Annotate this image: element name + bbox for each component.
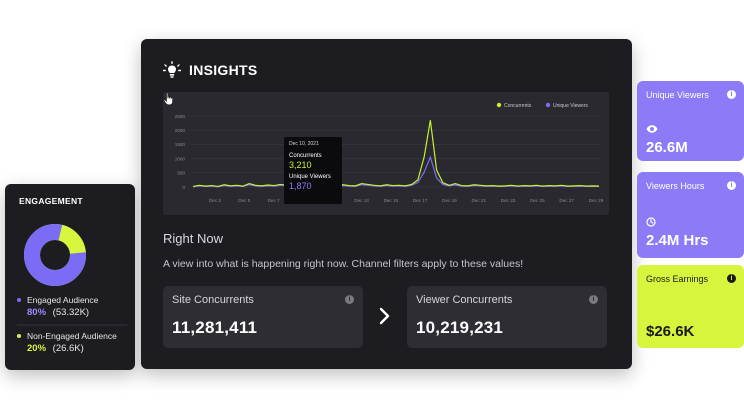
insights-title: INSIGHTS — [189, 62, 258, 78]
chart-tooltip: Dec 10, 2021 Concurrents 3,210 Unique Vi… — [284, 137, 342, 204]
x-tick-label: Dec 19 — [442, 198, 457, 203]
line-chart-svg: 2500 2000 1500 1000 500 0 Dec 3 Dec 5 Dec 7 Dec … — [175, 102, 604, 203]
x-tick-label: Dec 23 — [501, 198, 516, 203]
site-concurrents-value: 11,281,411 — [172, 318, 258, 337]
tooltip-unique-label: Unique Viewers — [289, 174, 331, 180]
non-engaged-label: Non-Engaged Audience — [27, 331, 117, 341]
info-icon[interactable]: i — [727, 90, 736, 99]
engagement-title: ENGAGEMENT — [19, 196, 83, 206]
right-now-title: Right Now — [163, 231, 223, 246]
y-tick-label: 500 — [177, 171, 185, 176]
unique-viewers-card: Unique Viewers i 26.6M — [637, 81, 744, 161]
engaged-count: (53.32K) — [52, 307, 90, 318]
y-tick-label: 2500 — [175, 114, 186, 119]
x-tick-label: Dec 5 — [238, 198, 250, 203]
unique-viewers-value: 26.6M — [646, 139, 688, 156]
viewers-hours-label: Viewers Hours — [646, 181, 705, 191]
right-now-description: A view into what is happening right now.… — [163, 258, 524, 270]
legend-unique-viewers-label: Unique Viewers — [553, 103, 588, 109]
unique-viewers-line — [192, 155, 600, 188]
legend-concurrents-dot — [496, 102, 502, 108]
info-icon[interactable]: i — [727, 181, 736, 190]
x-tick-label: Dec 7 — [268, 198, 280, 203]
y-tick-label: 1000 — [175, 156, 186, 161]
unique-viewers-label: Unique Viewers — [646, 90, 709, 100]
y-tick-label: 0 — [182, 185, 185, 190]
x-tick-label: Dec 3 — [209, 198, 221, 203]
eye-icon — [646, 125, 658, 133]
x-tick-label: Dec 21 — [471, 198, 486, 203]
tooltip-date: Dec 10, 2021 — [289, 141, 319, 147]
info-icon[interactable]: i — [727, 274, 736, 283]
engagement-card: ENGAGEMENT Engaged Audience 80% (53.32K)… — [5, 184, 135, 370]
lightbulb-icon — [163, 61, 181, 78]
viewers-hours-card: Viewers Hours i 2.4M Hrs — [637, 172, 744, 258]
tooltip-concurrents-value: 3,210 — [289, 160, 312, 170]
x-tick-label: Dec 27 — [559, 198, 574, 203]
legend-unique-viewers-dot — [545, 102, 551, 108]
clock-icon — [646, 217, 656, 227]
legend-divider — [17, 324, 127, 326]
donut-engaged-segment — [24, 224, 86, 286]
viewer-concurrents-label: Viewer Concurrents — [416, 294, 513, 306]
x-tick-label: Dec 17 — [413, 198, 428, 203]
legend-non-engaged: Non-Engaged Audience 20% (26.6K) — [17, 331, 127, 354]
chart-legend: Concurrents Unique Viewers — [496, 102, 588, 109]
insights-chart[interactable]: 2500 2000 1500 1000 500 0 Dec 3 Dec 5 Dec 7 Dec … — [163, 92, 609, 215]
legend-concurrents-label: Concurrents — [504, 103, 532, 109]
x-tick-label: Dec 29 — [589, 198, 604, 203]
x-tick-label: Dec 25 — [530, 198, 545, 203]
non-engaged-percent: 20% — [27, 343, 47, 354]
viewer-concurrents-card: Viewer Concurrents i 10,219,231 — [407, 286, 607, 348]
engagement-donut-chart — [24, 224, 86, 286]
gross-earnings-value: $26.6K — [646, 323, 695, 340]
non-engaged-dot — [17, 334, 21, 338]
insights-panel: INSIGHTS 2500 2000 1500 1000 500 0 Dec 3 Dec 5… — [141, 39, 632, 369]
tooltip-unique-value: 1,870 — [289, 181, 312, 191]
info-icon[interactable]: i — [589, 295, 598, 304]
chevron-right-icon — [379, 307, 390, 325]
engaged-label: Engaged Audience — [27, 295, 99, 305]
gross-earnings-label: Gross Earnings — [646, 274, 709, 284]
site-concurrents-label: Site Concurrents — [172, 294, 254, 306]
legend-engaged: Engaged Audience 80% (53.32K) — [17, 295, 127, 318]
y-tick-label: 2000 — [175, 128, 186, 133]
site-concurrents-card: Site Concurrents i 11,281,411 — [163, 286, 363, 348]
non-engaged-count: (26.6K) — [52, 343, 84, 354]
tooltip-concurrents-label: Concurrents — [289, 153, 322, 159]
x-tick-label: Dec 13 — [354, 198, 369, 203]
engaged-percent: 80% — [27, 307, 47, 318]
x-tick-label: Dec 15 — [384, 198, 399, 203]
gross-earnings-card: Gross Earnings i $26.6K — [637, 265, 744, 348]
engaged-dot — [17, 298, 21, 302]
info-icon[interactable]: i — [345, 295, 354, 304]
concurrents-line — [192, 120, 600, 188]
hand-cursor-icon — [163, 92, 173, 106]
y-tick-label: 1500 — [175, 142, 186, 147]
viewer-concurrents-value: 10,219,231 — [416, 318, 504, 337]
viewers-hours-value: 2.4M Hrs — [646, 232, 709, 249]
insights-header: INSIGHTS — [163, 61, 258, 79]
